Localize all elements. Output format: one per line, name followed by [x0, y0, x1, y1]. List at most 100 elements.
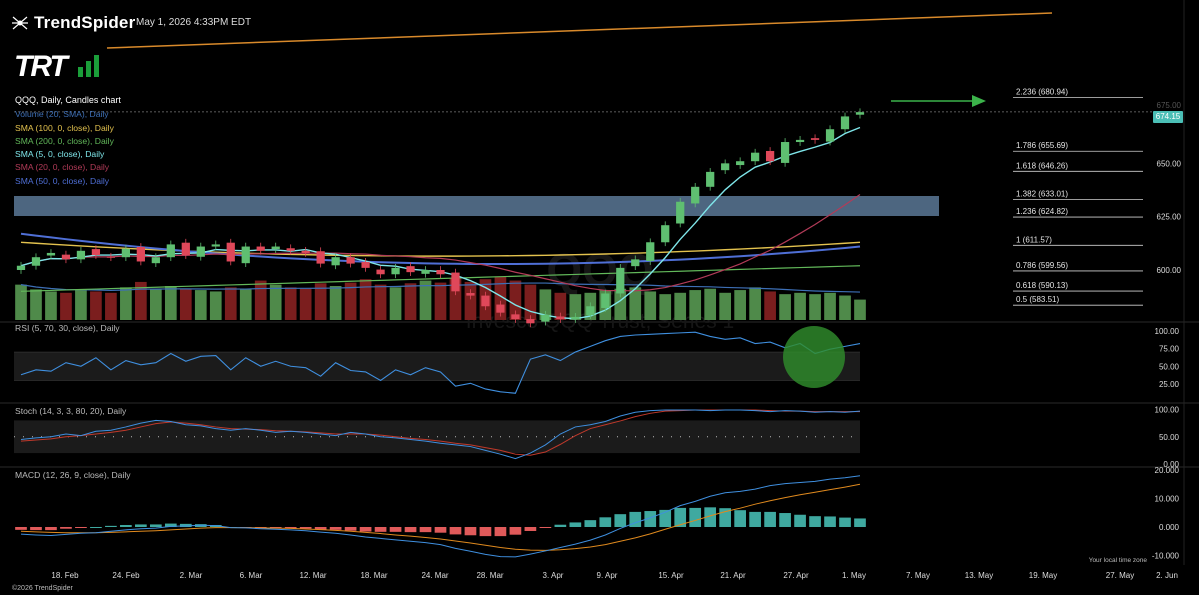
macd-histogram-bar	[809, 516, 821, 527]
fib-label: 1.618 (646.26)	[1016, 161, 1068, 170]
macd-histogram-bar	[689, 507, 702, 527]
macd-histogram-bar	[149, 524, 162, 527]
date-tick: 27. Apr	[783, 571, 809, 580]
volume-bar	[120, 287, 132, 320]
volume-bar	[135, 281, 147, 320]
legend-sma-100[interactable]: SMA (100, 0, close), Daily	[15, 122, 114, 133]
macd-label[interactable]: MACD (12, 26, 9, close), Daily	[15, 470, 131, 480]
candle	[751, 152, 760, 162]
stoch-label[interactable]: Stoch (14, 3, 3, 80, 20), Daily	[15, 406, 127, 416]
macd-histogram-bar	[269, 527, 282, 529]
rsi-label[interactable]: RSI (5, 70, 30, close), Daily	[15, 323, 120, 333]
fib-label: 0.5 (583.51)	[1016, 295, 1059, 304]
fib-label: 0.618 (590.13)	[1016, 281, 1068, 290]
rsi-highlight-circle	[783, 326, 845, 388]
macd-histogram-bar	[794, 514, 806, 527]
legend-sma-5[interactable]: SMA (5, 0, close), Daily	[15, 149, 105, 160]
candle	[526, 319, 535, 324]
date-tick: 9. Apr	[597, 571, 618, 580]
candle	[421, 270, 430, 274]
candle	[601, 293, 610, 308]
candle	[825, 129, 835, 142]
candle	[271, 246, 280, 250]
candle	[556, 316, 565, 320]
sma-50-line	[20, 232, 861, 266]
volume-bar	[659, 294, 672, 320]
candle	[451, 272, 460, 292]
macd-histogram-bar	[584, 520, 597, 527]
legend-sma-200[interactable]: SMA (200, 0, close), Daily	[15, 135, 114, 146]
macd-histogram-bar	[524, 527, 537, 531]
macd-histogram-bar	[389, 527, 402, 532]
legend-sma-50[interactable]: SMA (50, 0, close), Daily	[15, 175, 110, 186]
price-tick: 600.00	[1157, 266, 1182, 275]
timezone-note: Your local time zone	[1088, 557, 1147, 564]
volume-bar	[284, 287, 297, 320]
rsi-tick: 75.00	[1159, 345, 1180, 354]
macd-histogram-bar	[554, 524, 567, 527]
candle	[166, 244, 175, 258]
volume-bar	[224, 287, 237, 320]
macd-tick: 20.000	[1155, 466, 1180, 475]
volume-bar	[734, 290, 746, 320]
candle	[46, 252, 56, 256]
candle	[661, 225, 670, 243]
macd-tick: 10.000	[1155, 495, 1180, 504]
candle	[541, 314, 550, 322]
volume-bar	[524, 284, 537, 320]
macd-histogram-bar	[614, 514, 627, 527]
fib-label: 1.236 (624.82)	[1016, 207, 1068, 216]
macd-histogram-bar	[434, 527, 447, 533]
volume-bar	[824, 292, 836, 320]
macd-histogram-bar	[749, 511, 761, 527]
macd-histogram-bar	[90, 527, 102, 528]
macd-histogram-bar	[344, 527, 357, 531]
candle	[196, 246, 205, 257]
candle	[91, 249, 101, 256]
legend-volume[interactable]: Volume (20, SMA), Daily	[15, 109, 109, 120]
macd-histogram-bar	[854, 518, 866, 527]
date-tick: 18. Mar	[360, 571, 387, 580]
volume-bar	[209, 291, 222, 320]
macd-histogram-bar	[30, 527, 42, 531]
volume-bar	[434, 282, 447, 320]
brand-name: TrendSpider	[34, 13, 136, 32]
fib-label: 1 (611.57)	[1016, 235, 1052, 244]
candle	[571, 316, 580, 320]
date-tick: 7. May	[906, 571, 930, 580]
volume-bar	[60, 292, 72, 320]
macd-tick: -10.000	[1152, 552, 1180, 561]
candle	[106, 256, 116, 258]
macd-histogram-bar	[734, 510, 746, 527]
volume-bar	[689, 290, 702, 320]
macd-histogram-bar	[449, 527, 462, 535]
macd-histogram-bar	[45, 527, 57, 531]
date-tick: 1. May	[842, 571, 866, 580]
candle	[616, 267, 625, 294]
date-tick: 18. Feb	[51, 571, 79, 580]
candle	[810, 138, 820, 140]
candle	[496, 304, 505, 313]
volume-bar	[419, 280, 432, 320]
volume-bar	[794, 292, 806, 320]
date-tick: 2. Mar	[180, 571, 203, 580]
candle	[136, 246, 145, 262]
stoch-tick: 0.00	[1163, 460, 1179, 469]
volume-bar	[45, 291, 57, 320]
candle	[676, 201, 685, 224]
volume-bar	[809, 294, 821, 320]
macd-histogram-bar	[719, 508, 732, 527]
volume-bar	[149, 289, 162, 320]
stoch-tick: 50.00	[1159, 433, 1180, 442]
macd-histogram-bar	[464, 527, 477, 536]
rsi-band	[14, 352, 860, 381]
volume-bar	[344, 282, 357, 320]
volume-bar	[449, 277, 462, 320]
macd-histogram-bar	[120, 525, 132, 527]
volume-bar	[464, 281, 477, 320]
volume-bar	[359, 279, 372, 320]
volume-bar	[404, 283, 417, 320]
rsi-line	[20, 331, 861, 394]
legend-sma-20[interactable]: SMA (20, 0, close), Daily	[15, 162, 110, 173]
